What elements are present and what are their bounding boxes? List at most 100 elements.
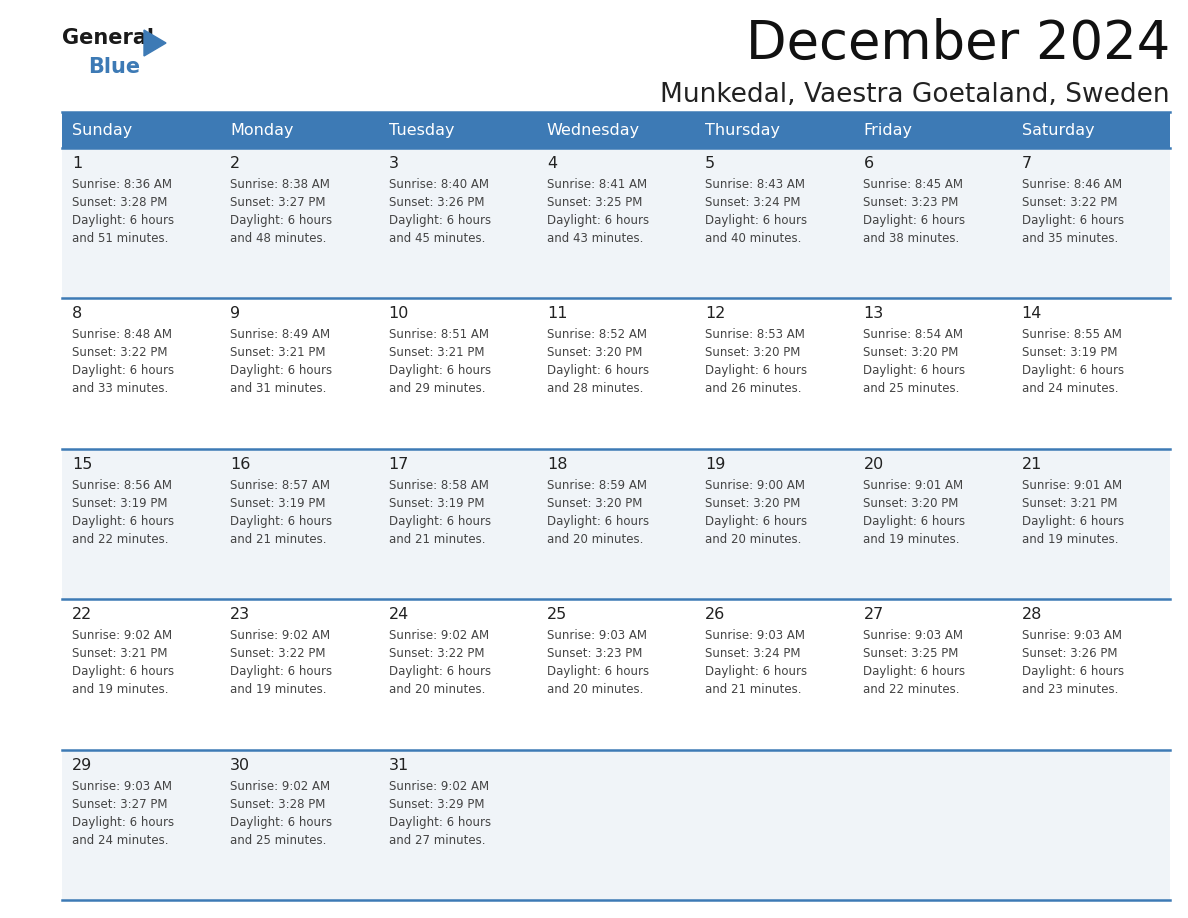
Text: Sunrise: 8:46 AM: Sunrise: 8:46 AM [1022,178,1121,191]
Text: Daylight: 6 hours: Daylight: 6 hours [864,666,966,678]
Text: Sunrise: 9:03 AM: Sunrise: 9:03 AM [1022,629,1121,643]
Text: Daylight: 6 hours: Daylight: 6 hours [230,214,333,227]
Text: and 19 minutes.: and 19 minutes. [72,683,169,696]
Text: 31: 31 [388,757,409,773]
Text: Sunset: 3:20 PM: Sunset: 3:20 PM [864,346,959,360]
Text: and 24 minutes.: and 24 minutes. [72,834,169,846]
Text: 10: 10 [388,307,409,321]
Text: and 20 minutes.: and 20 minutes. [706,532,802,546]
Text: Sunset: 3:23 PM: Sunset: 3:23 PM [864,196,959,209]
Text: and 33 minutes.: and 33 minutes. [72,383,169,396]
Text: and 22 minutes.: and 22 minutes. [864,683,960,696]
Text: 12: 12 [706,307,726,321]
Text: Sunset: 3:27 PM: Sunset: 3:27 PM [72,798,168,811]
Text: and 22 minutes.: and 22 minutes. [72,532,169,546]
Text: and 51 minutes.: and 51 minutes. [72,232,169,245]
Text: Sunset: 3:19 PM: Sunset: 3:19 PM [72,497,168,509]
Text: Daylight: 6 hours: Daylight: 6 hours [706,666,808,678]
Text: Daylight: 6 hours: Daylight: 6 hours [1022,214,1124,227]
Text: 21: 21 [1022,457,1042,472]
Text: Thursday: Thursday [706,122,781,138]
Text: Sunrise: 8:59 AM: Sunrise: 8:59 AM [546,479,646,492]
Text: Daylight: 6 hours: Daylight: 6 hours [388,515,491,528]
Text: Sunset: 3:22 PM: Sunset: 3:22 PM [230,647,326,660]
Text: Sunday: Sunday [72,122,132,138]
Text: Saturday: Saturday [1022,122,1094,138]
Text: and 43 minutes.: and 43 minutes. [546,232,643,245]
Text: Sunrise: 8:55 AM: Sunrise: 8:55 AM [1022,329,1121,341]
Text: Sunrise: 9:03 AM: Sunrise: 9:03 AM [72,779,172,792]
Text: Sunrise: 8:45 AM: Sunrise: 8:45 AM [864,178,963,191]
Text: 26: 26 [706,607,726,622]
Text: Daylight: 6 hours: Daylight: 6 hours [864,515,966,528]
Text: Sunrise: 9:02 AM: Sunrise: 9:02 AM [388,779,488,792]
Text: Sunset: 3:20 PM: Sunset: 3:20 PM [864,497,959,509]
Text: Daylight: 6 hours: Daylight: 6 hours [72,815,175,829]
Text: Sunrise: 9:03 AM: Sunrise: 9:03 AM [706,629,805,643]
Polygon shape [144,30,166,56]
Text: Daylight: 6 hours: Daylight: 6 hours [230,515,333,528]
Text: 3: 3 [388,156,398,171]
Bar [62,750,1170,900]
Text: Sunrise: 8:51 AM: Sunrise: 8:51 AM [388,329,488,341]
Text: 19: 19 [706,457,726,472]
Text: 27: 27 [864,607,884,622]
Text: 22: 22 [72,607,93,622]
Text: and 20 minutes.: and 20 minutes. [546,532,643,546]
Text: 13: 13 [864,307,884,321]
Text: Munkedal, Vaestra Goetaland, Sweden: Munkedal, Vaestra Goetaland, Sweden [661,82,1170,108]
Text: Sunset: 3:21 PM: Sunset: 3:21 PM [388,346,484,360]
Text: 30: 30 [230,757,251,773]
Text: Sunrise: 8:43 AM: Sunrise: 8:43 AM [706,178,805,191]
Text: Daylight: 6 hours: Daylight: 6 hours [72,666,175,678]
Text: 18: 18 [546,457,568,472]
Text: Sunset: 3:20 PM: Sunset: 3:20 PM [546,346,643,360]
Text: and 19 minutes.: and 19 minutes. [230,683,327,696]
Text: and 35 minutes.: and 35 minutes. [1022,232,1118,245]
Text: Daylight: 6 hours: Daylight: 6 hours [388,666,491,678]
Text: and 38 minutes.: and 38 minutes. [864,232,960,245]
Text: Daylight: 6 hours: Daylight: 6 hours [1022,364,1124,377]
Text: 23: 23 [230,607,251,622]
Text: Sunset: 3:24 PM: Sunset: 3:24 PM [706,196,801,209]
Text: and 29 minutes.: and 29 minutes. [388,383,485,396]
Text: Sunrise: 8:57 AM: Sunrise: 8:57 AM [230,479,330,492]
Text: Sunrise: 9:02 AM: Sunrise: 9:02 AM [72,629,172,643]
Text: and 26 minutes.: and 26 minutes. [706,383,802,396]
Text: Daylight: 6 hours: Daylight: 6 hours [72,214,175,227]
Text: Sunset: 3:27 PM: Sunset: 3:27 PM [230,196,326,209]
Text: and 23 minutes.: and 23 minutes. [1022,683,1118,696]
Text: and 21 minutes.: and 21 minutes. [706,683,802,696]
Text: Sunrise: 8:48 AM: Sunrise: 8:48 AM [72,329,172,341]
Text: Sunrise: 8:40 AM: Sunrise: 8:40 AM [388,178,488,191]
Text: Sunrise: 8:58 AM: Sunrise: 8:58 AM [388,479,488,492]
Text: and 40 minutes.: and 40 minutes. [706,232,802,245]
Text: Daylight: 6 hours: Daylight: 6 hours [230,666,333,678]
Text: and 48 minutes.: and 48 minutes. [230,232,327,245]
Text: 11: 11 [546,307,568,321]
Text: Daylight: 6 hours: Daylight: 6 hours [72,515,175,528]
Text: Sunset: 3:20 PM: Sunset: 3:20 PM [706,497,801,509]
Text: and 25 minutes.: and 25 minutes. [864,383,960,396]
Text: Daylight: 6 hours: Daylight: 6 hours [546,364,649,377]
Text: Blue: Blue [88,57,140,77]
Text: Daylight: 6 hours: Daylight: 6 hours [388,815,491,829]
Text: Sunset: 3:23 PM: Sunset: 3:23 PM [546,647,643,660]
Text: Sunset: 3:21 PM: Sunset: 3:21 PM [230,346,326,360]
Text: Sunset: 3:20 PM: Sunset: 3:20 PM [546,497,643,509]
Text: Sunset: 3:22 PM: Sunset: 3:22 PM [72,346,168,360]
Text: 29: 29 [72,757,93,773]
Text: 25: 25 [546,607,567,622]
Text: Sunrise: 8:54 AM: Sunrise: 8:54 AM [864,329,963,341]
Text: and 21 minutes.: and 21 minutes. [230,532,327,546]
Text: Sunset: 3:22 PM: Sunset: 3:22 PM [388,647,484,660]
Text: and 31 minutes.: and 31 minutes. [230,383,327,396]
Text: Sunset: 3:26 PM: Sunset: 3:26 PM [388,196,484,209]
Text: Sunset: 3:21 PM: Sunset: 3:21 PM [72,647,168,660]
Text: Daylight: 6 hours: Daylight: 6 hours [706,214,808,227]
Text: December 2024: December 2024 [746,18,1170,70]
Text: 24: 24 [388,607,409,622]
Text: Sunrise: 8:56 AM: Sunrise: 8:56 AM [72,479,172,492]
Text: Monday: Monday [230,122,293,138]
Text: Sunrise: 9:02 AM: Sunrise: 9:02 AM [388,629,488,643]
